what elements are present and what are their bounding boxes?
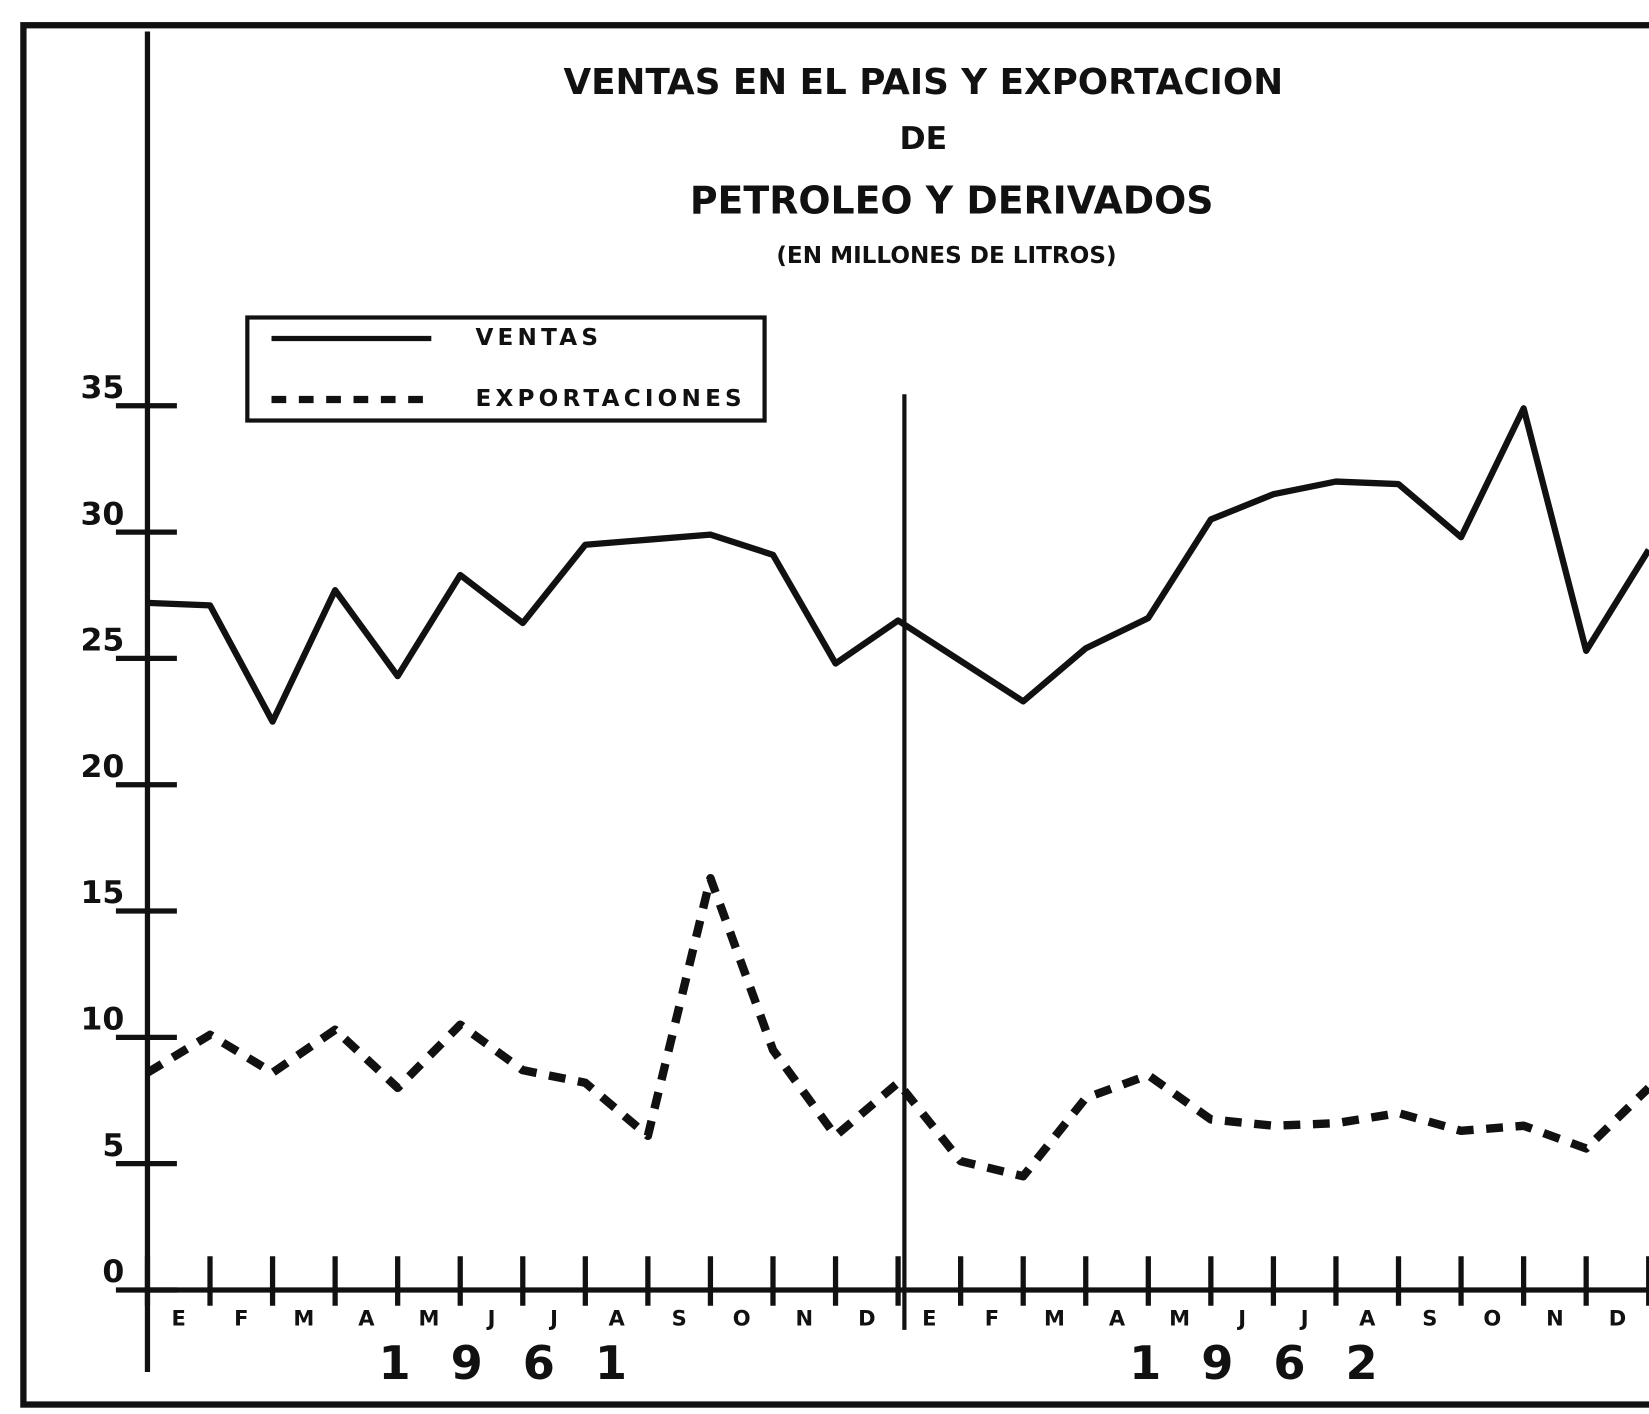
y-tick-label: 30 <box>80 496 124 532</box>
x-tick-label: A <box>608 1305 625 1330</box>
y-tick-label: 5 <box>102 1128 124 1164</box>
x-tick-label: D <box>858 1305 875 1330</box>
x-tick-label: J <box>548 1305 558 1330</box>
x-tick-label: J <box>486 1305 496 1330</box>
unit-label: (EN MILLONES DE LITROS) <box>776 243 1116 269</box>
series-line <box>145 873 1649 1181</box>
year-label: 1961 <box>379 1336 668 1390</box>
y-tick-label: 25 <box>80 623 124 659</box>
x-tick-label: N <box>1546 1305 1564 1330</box>
y-tick-label: 20 <box>80 749 124 785</box>
y-tick-label: 10 <box>80 1002 124 1038</box>
x-tick-label: E <box>172 1305 186 1330</box>
x-tick-label: S <box>672 1305 687 1330</box>
x-tick-label: A <box>1109 1305 1126 1330</box>
x-tick-label: N <box>795 1305 813 1330</box>
x-tick-label: M <box>1044 1305 1065 1330</box>
x-tick-label: M <box>293 1305 314 1330</box>
y-tick-label: 15 <box>80 875 124 911</box>
y-tick-label: 0 <box>102 1254 124 1290</box>
legend-label: EXPORTACIONES <box>475 386 745 412</box>
x-tick-label: O <box>1483 1305 1501 1330</box>
x-tick-label: F <box>234 1305 248 1330</box>
x-tick-label: A <box>1359 1305 1376 1330</box>
x-tick-label: M <box>418 1305 439 1330</box>
frame <box>20 22 1649 1408</box>
legend-label: VENTAS <box>475 325 602 351</box>
x-tick-label: F <box>985 1305 999 1330</box>
chart-subtitle: PETROLEO Y DERIVADOS <box>690 178 1214 222</box>
year-label: 1962 <box>1129 1336 1418 1390</box>
x-tick-label: D <box>1609 1305 1626 1330</box>
x-tick-label: S <box>1422 1305 1437 1330</box>
chart-title: VENTAS EN EL PAIS Y EXPORTACION <box>563 62 1283 103</box>
x-tick-label: A <box>358 1305 375 1330</box>
x-tick-label: M <box>1169 1305 1190 1330</box>
chart-subtitle: DE <box>899 121 947 157</box>
x-tick-label: J <box>1236 1305 1246 1330</box>
x-tick-label: E <box>922 1305 936 1330</box>
x-tick-label: J <box>1299 1305 1309 1330</box>
series-line <box>147 405 1649 725</box>
y-tick-label: 35 <box>80 370 124 406</box>
x-tick-label: O <box>733 1305 751 1330</box>
legend-box <box>245 315 767 423</box>
